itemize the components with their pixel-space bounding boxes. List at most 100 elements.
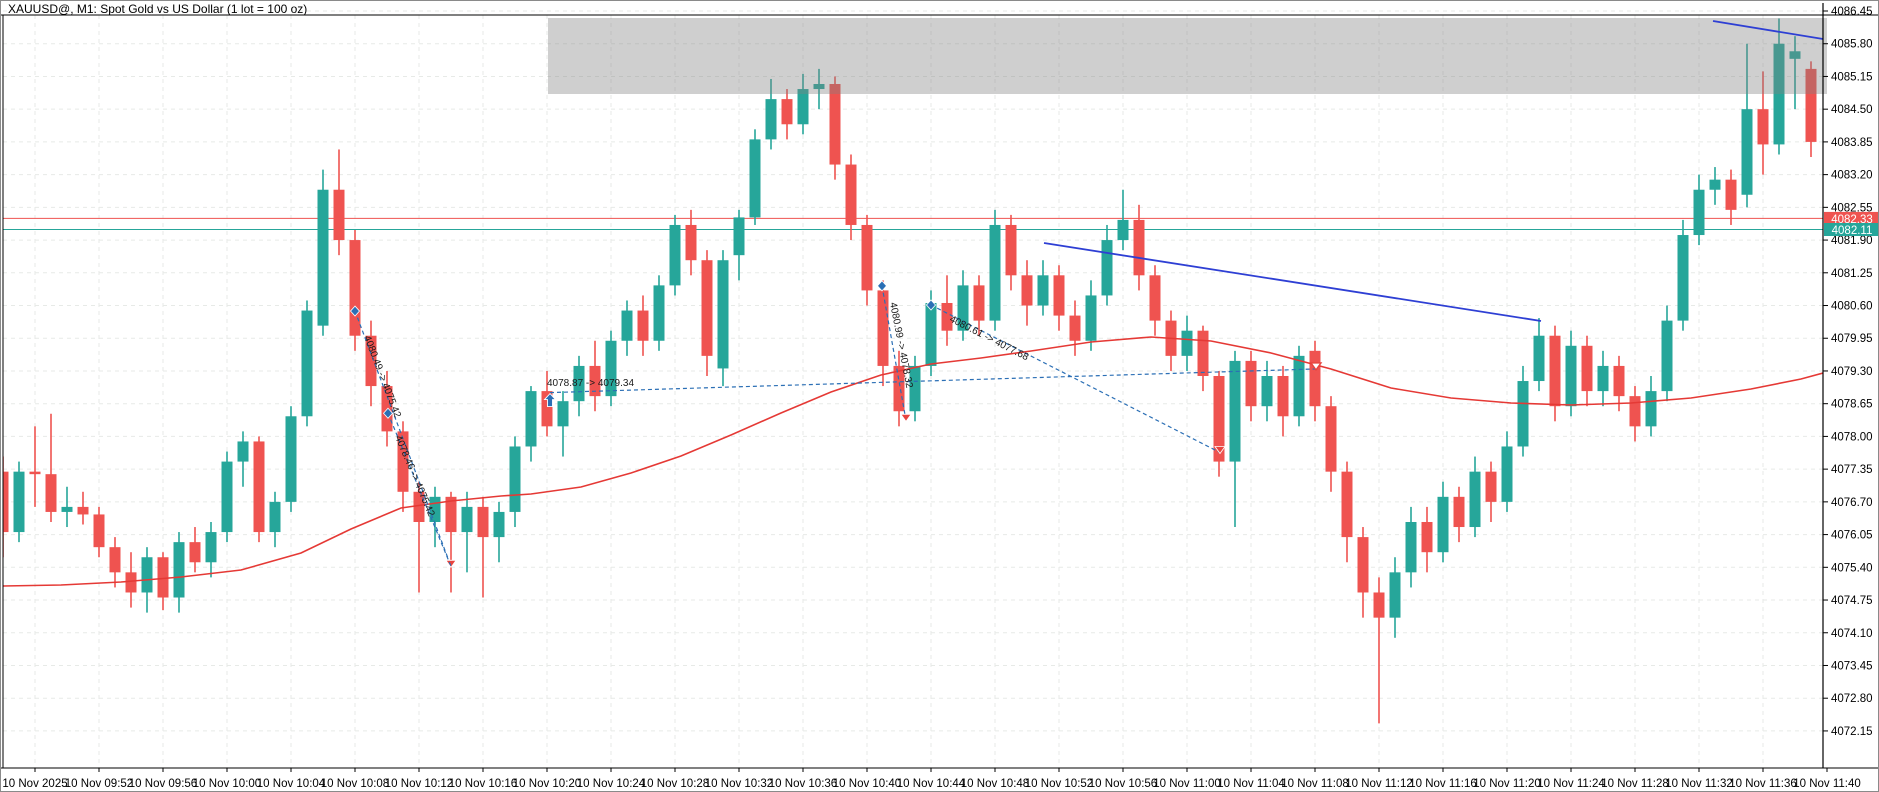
candle: [1741, 109, 1753, 195]
candle: [1757, 109, 1769, 145]
price-tick-label: 4082.55: [1831, 202, 1873, 214]
trade-exit-marker[interactable]: [1214, 446, 1226, 455]
price-tick-label: 4083.85: [1831, 137, 1873, 149]
candle: [1693, 189, 1705, 236]
candle: [1229, 360, 1241, 462]
trade-exit-marker[interactable]: [1309, 362, 1323, 372]
candle: [1501, 446, 1513, 502]
candle: [1341, 471, 1353, 538]
candles: [3, 18, 1817, 724]
candle: [221, 461, 233, 533]
candle: [781, 99, 793, 125]
candle: [1005, 224, 1017, 276]
candle: [1389, 572, 1401, 618]
time-tick-label: 10 Nov 10:12: [385, 778, 453, 790]
price-tick-label: 4085.15: [1831, 71, 1873, 83]
candle: [413, 491, 425, 522]
time-tick-label: 10 Nov 11:32: [1665, 778, 1733, 790]
time-tick-label: 10 Nov 10:28: [641, 778, 709, 790]
candle: [397, 431, 409, 492]
candle: [1773, 43, 1785, 145]
candle: [301, 310, 313, 417]
time-tick-label: 10 Nov 11:24: [1537, 778, 1605, 790]
trendline-top-right[interactable]: [1712, 20, 1824, 40]
candle: [1677, 235, 1689, 321]
price-tick-label: 4079.95: [1831, 333, 1873, 345]
candle: [1789, 51, 1801, 59]
candle: [1117, 219, 1129, 241]
price-tick-label: 4072.15: [1831, 726, 1873, 738]
candle: [1453, 496, 1465, 528]
trade-entry-marker[interactable]: [925, 299, 937, 311]
candle: [477, 506, 489, 538]
candle: [461, 506, 473, 533]
time-tick-label: 10 Nov 10:40: [833, 778, 901, 790]
candle: [125, 572, 137, 593]
candle: [445, 496, 457, 533]
candle: [1181, 330, 1193, 356]
candle: [1725, 179, 1737, 210]
candle: [861, 224, 873, 291]
candle: [381, 386, 393, 432]
candle: [173, 542, 185, 598]
candle: [93, 514, 105, 548]
candle: [1309, 350, 1321, 407]
candle: [1421, 521, 1433, 553]
candle: [269, 501, 281, 533]
trade-label: 4080.61 -> 4077.68: [948, 314, 1031, 364]
price-badge-value: 4082.11: [1832, 225, 1873, 237]
price-tick-label: 4083.20: [1831, 170, 1873, 182]
candle: [1709, 179, 1721, 190]
candle: [1037, 275, 1049, 306]
price-tick-label: 4086.45: [1831, 6, 1873, 18]
candle: [1469, 471, 1481, 528]
price-tick-label: 4085.80: [1831, 39, 1873, 51]
trade-buy-arrow[interactable]: [543, 392, 557, 408]
candle: [61, 506, 73, 512]
trade-2[interactable]: 4078.46 -> 4075.42: [382, 407, 452, 567]
candle: [621, 310, 633, 341]
candle: [1149, 275, 1161, 321]
trade-3[interactable]: 4078.87 -> 4079.34: [543, 362, 1323, 408]
candle: [285, 416, 297, 502]
time-tick-label: 10 Nov 10:32: [705, 778, 773, 790]
price-axis[interactable]: 4086.45 4085.80 4085.15 4084.50 4083.85 4083.…: [1823, 6, 1879, 738]
candle: [1645, 391, 1657, 427]
moving-average-line: [3, 336, 1823, 587]
candle: [29, 471, 41, 475]
trendline-mid[interactable]: [1043, 242, 1542, 322]
trade-entry-marker[interactable]: [382, 407, 394, 419]
price-tick-label: 4084.50: [1831, 104, 1873, 116]
price-badge: [1824, 211, 1878, 225]
candle: [1661, 320, 1673, 392]
highlight-band[interactable]: [548, 18, 1827, 94]
price-lines[interactable]: [3, 217, 1823, 230]
candle: [925, 302, 937, 366]
candle: [157, 557, 169, 598]
trendlines[interactable]: [1043, 20, 1824, 322]
candle: [1597, 365, 1609, 392]
time-tick-label: 10 Nov 10:44: [897, 778, 966, 790]
price-tick-label: 4079.30: [1831, 366, 1873, 378]
candle: [829, 83, 841, 165]
price-tick-label: 4074.75: [1831, 595, 1873, 607]
trade-entry-marker[interactable]: [349, 305, 361, 317]
candle: [349, 240, 361, 336]
time-tick-label: 10 Nov 11:12: [1345, 778, 1413, 790]
candle: [1437, 496, 1449, 553]
candle: [909, 365, 921, 412]
candle: [141, 557, 153, 593]
candle: [765, 99, 777, 140]
candle: [1613, 365, 1625, 397]
time-tick-label: 10 Nov 10:00: [193, 778, 261, 790]
candle: [1101, 240, 1113, 296]
candle: [365, 335, 377, 387]
trade-exit-marker[interactable]: [900, 413, 912, 422]
time-tick-label: 10 Nov 11:04: [1217, 778, 1285, 790]
trade-entry-marker[interactable]: [876, 280, 888, 292]
time-tick-label: 10 Nov 10:08: [321, 778, 389, 790]
trade-exit-marker[interactable]: [445, 559, 457, 568]
